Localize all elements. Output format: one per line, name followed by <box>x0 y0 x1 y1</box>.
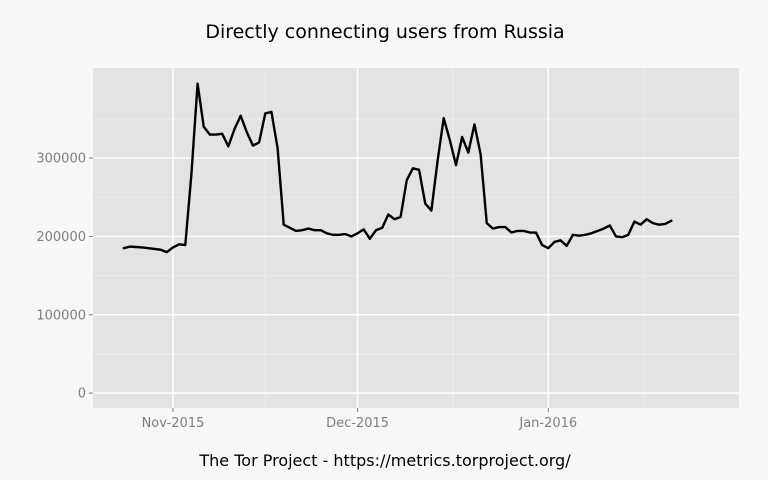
minor-gridlines <box>93 68 739 408</box>
chart-caption: The Tor Project - https://metrics.torpro… <box>198 451 571 470</box>
y-tick-label: 100000 <box>36 308 86 323</box>
chart-title: Directly connecting users from Russia <box>205 21 564 43</box>
y-tick-label: 0 <box>78 387 86 402</box>
series-layer <box>122 82 673 254</box>
y-tick-label: 300000 <box>36 152 86 167</box>
x-tick-label: Jan-2016 <box>518 416 577 431</box>
x-axis: Nov-2015 Dec-2015 Jan-2016 <box>142 408 577 431</box>
y-axis: 0 100000 200000 300000 <box>36 152 93 402</box>
plot-panel <box>93 68 739 408</box>
series-line <box>122 82 673 254</box>
x-tick-label: Dec-2015 <box>326 416 389 431</box>
y-tick-label: 200000 <box>36 230 86 245</box>
x-tick-label: Nov-2015 <box>142 416 205 431</box>
major-gridlines <box>93 68 739 408</box>
